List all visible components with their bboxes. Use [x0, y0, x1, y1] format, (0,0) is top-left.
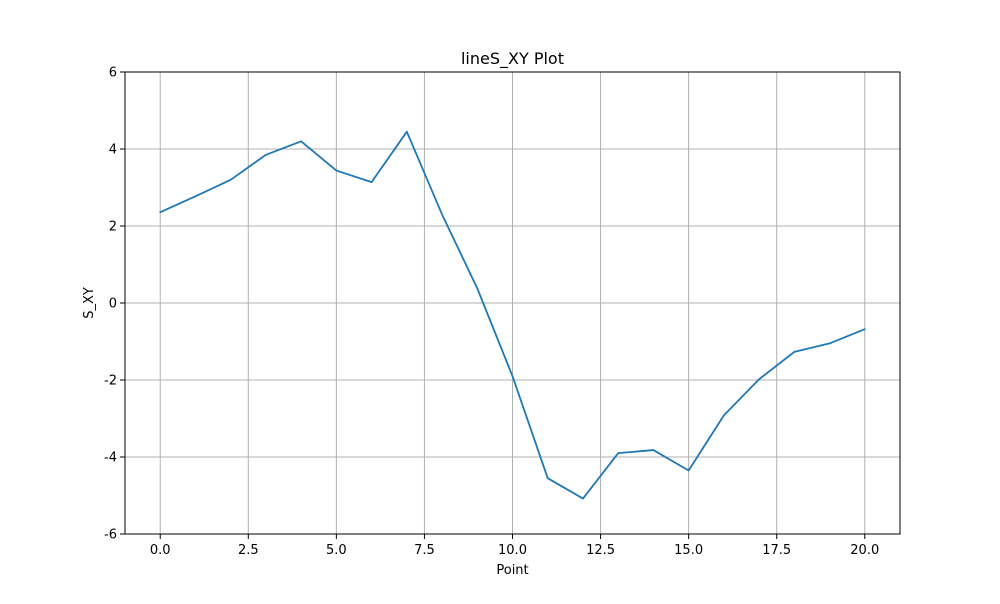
- series-layer: [159, 130, 866, 500]
- grid: [125, 71, 900, 535]
- chart-title: lineS_XY Plot: [461, 49, 564, 69]
- y-tick-label: 4: [109, 143, 117, 158]
- y-tick-label: -4: [104, 451, 117, 466]
- x-tick-label: 12.5: [586, 543, 615, 558]
- x-tick-label: 10.0: [498, 543, 527, 558]
- series-line: [159, 130, 866, 500]
- y-axis-label: S_XY: [82, 287, 97, 319]
- x-tick-label: 20.0: [850, 543, 879, 558]
- y-tick-label: 6: [109, 66, 117, 81]
- y-tick-label: -2: [104, 374, 117, 389]
- y-tick-label: 2: [109, 220, 117, 235]
- x-tick-label: 0.0: [150, 543, 171, 558]
- x-tick-label: 2.5: [238, 543, 259, 558]
- y-tick-label: -6: [104, 528, 117, 543]
- x-tick-label: 15.0: [674, 543, 703, 558]
- x-tick-label: 17.5: [762, 543, 791, 558]
- x-axis-label: Point: [496, 563, 528, 578]
- ticks: 0.0 2.5 5.0 7.5 10.0 12.5 15.0 17.5 20.0 -6 -4 -2 0 2…: [104, 66, 879, 559]
- y-tick-label: 0: [109, 297, 117, 312]
- x-tick-label: 7.5: [414, 543, 435, 558]
- x-tick-label: 5.0: [326, 543, 347, 558]
